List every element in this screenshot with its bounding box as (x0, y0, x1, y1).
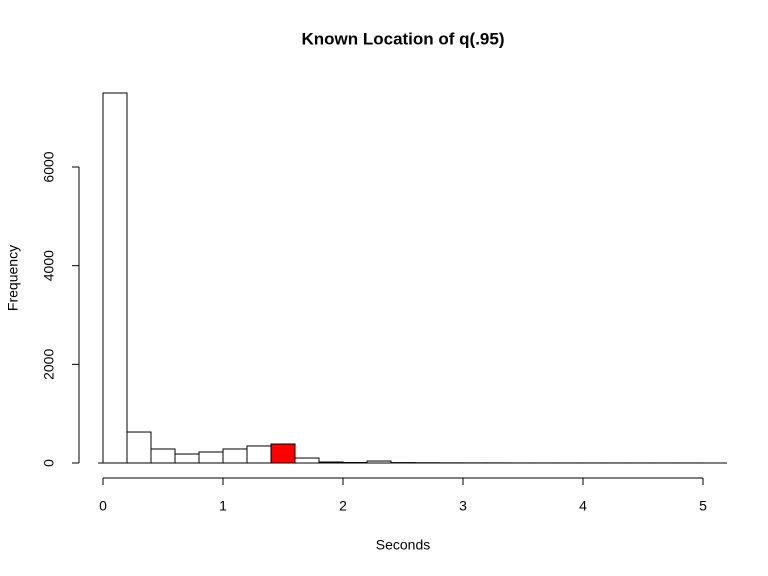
x-tick-label: 2 (339, 498, 347, 514)
x-axis-label: Seconds (376, 537, 430, 553)
bar (126, 431, 152, 464)
chart-title: Known Location of q(.95) (301, 29, 504, 48)
x-tick-label: 3 (459, 498, 467, 514)
bar (198, 451, 224, 464)
x-tick-label: 1 (219, 498, 227, 514)
bar (270, 443, 296, 464)
bar (174, 453, 200, 464)
x-tick-label: 0 (99, 498, 107, 514)
bar (150, 448, 176, 464)
y-tick-label: 4000 (41, 250, 57, 281)
y-tick-label: 2000 (41, 349, 57, 380)
bar (222, 448, 248, 464)
y-tick-label: 0 (41, 459, 57, 467)
x-tick-label: 4 (579, 498, 587, 514)
bar (102, 92, 128, 464)
bar (246, 445, 272, 464)
y-axis-label: Frequency (5, 245, 21, 311)
x-tick-label: 5 (699, 498, 707, 514)
bar (294, 457, 320, 464)
y-tick-label: 6000 (41, 151, 57, 182)
